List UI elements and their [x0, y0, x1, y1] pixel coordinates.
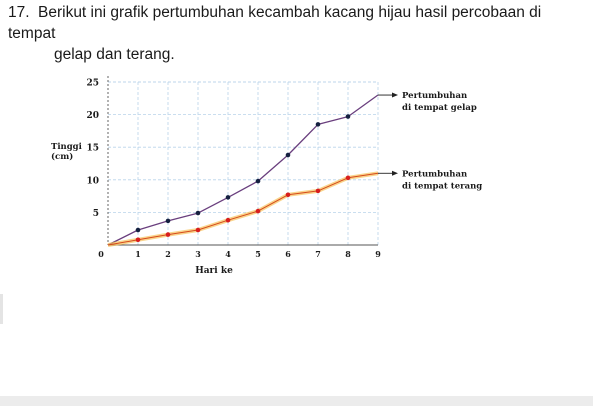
series-label-terang: di tempat terang: [402, 181, 482, 191]
x-tick-label: 5: [255, 249, 261, 259]
question-text: 17. Berikut ini grafik pertumbuhan kecamb…: [8, 2, 588, 65]
data-point-gelap: [315, 122, 321, 127]
data-point-terang: [315, 188, 321, 194]
question-line-1-text: Berikut ini grafik pertumbuhan kecambah …: [8, 4, 542, 42]
data-point-terang: [165, 232, 171, 237]
question-number: 17.: [8, 4, 30, 21]
data-point-terang: [195, 227, 201, 233]
data-point-gelap: [285, 152, 291, 158]
data-point-gelap: [345, 114, 351, 119]
data-point-gelap: [225, 195, 231, 200]
series-line-gelap: [107, 94, 379, 246]
series-line-glow: [107, 171, 379, 247]
series-label-terang: Pertumbuhan: [402, 169, 467, 179]
series-label-gelap: Pertumbuhan: [402, 91, 467, 101]
x-tick-label: 1: [135, 249, 141, 259]
x-tick-label: 4: [225, 249, 231, 259]
data-point-terang: [135, 237, 141, 243]
label-arrow-head: [392, 170, 398, 176]
x-tick-label: 0: [98, 249, 104, 259]
x-tick-label: 3: [195, 249, 201, 259]
data-point-gelap: [135, 227, 141, 233]
x-tick-label: 2: [165, 249, 171, 259]
data-point-terang: [255, 208, 261, 214]
data-point-gelap: [165, 218, 171, 224]
y-tick-label: 15: [86, 144, 99, 154]
bottom-divider: [0, 396, 593, 406]
data-point-terang: [345, 175, 351, 181]
x-tick-label: 8: [345, 249, 351, 259]
y-tick-label: 10: [86, 176, 99, 186]
y-tick-label: 25: [86, 79, 99, 89]
y-tick-label: 5: [93, 209, 99, 219]
question-line-1: 17. Berikut ini grafik pertumbuhan kecamb…: [8, 2, 588, 44]
question-line-2: gelap dan terang.: [54, 46, 175, 63]
x-tick-label: 9: [375, 249, 381, 259]
y-axis-label: Tinggi: [51, 142, 83, 152]
data-point-terang: [285, 192, 291, 198]
y-axis-label: (cm): [51, 151, 73, 162]
data-point-gelap: [195, 210, 201, 216]
series-label-gelap: di tempat gelap: [402, 103, 477, 113]
series-line-terang: [107, 172, 379, 246]
left-margin-bar: [0, 294, 3, 324]
x-tick-label: 7: [315, 249, 321, 259]
data-point-gelap: [255, 178, 261, 184]
label-arrow-head: [392, 92, 398, 98]
data-point-terang: [225, 217, 231, 223]
y-tick-label: 20: [86, 111, 99, 121]
x-tick-label: 6: [285, 249, 291, 259]
x-axis-label: Hari ke: [195, 266, 233, 276]
